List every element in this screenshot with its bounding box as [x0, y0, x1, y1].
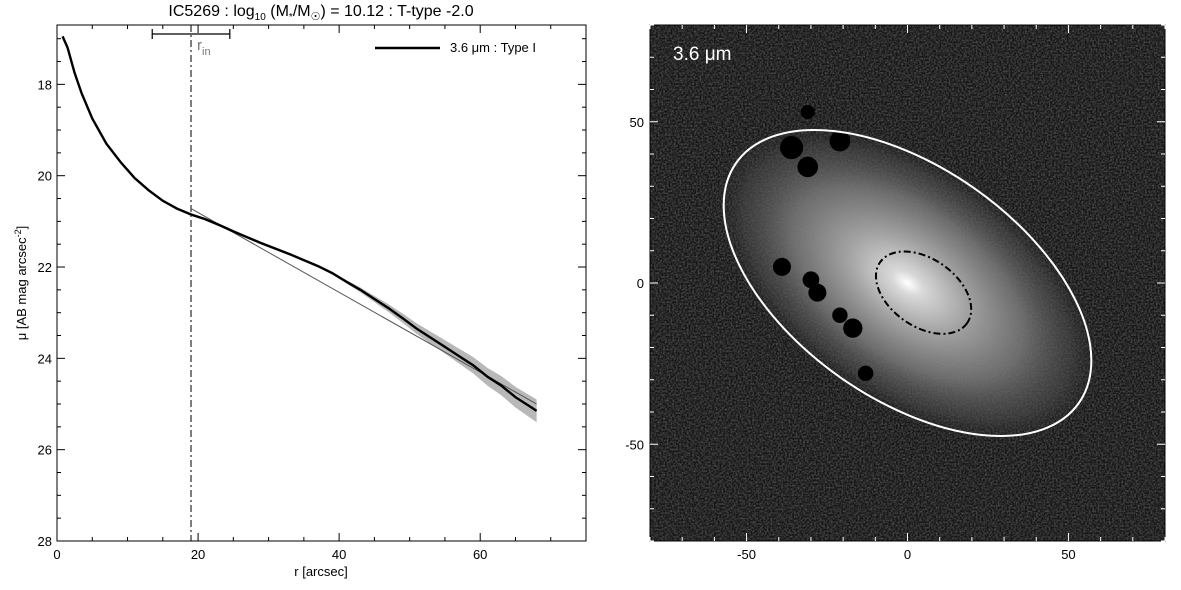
image-tick-marks [649, 24, 1166, 542]
galaxy-glow [714, 122, 1101, 444]
r-in-range-marker [151, 29, 231, 39]
x-tick-label: 40 [332, 547, 346, 562]
inner-ellipse [874, 250, 973, 335]
masked-source [780, 135, 804, 160]
plot-frame [56, 24, 587, 542]
y-tick-label: 18 [38, 77, 52, 92]
image-x-tick-labels: -50 0 50 [737, 547, 1076, 562]
uncertainty-band [62, 35, 537, 423]
x-tick-labels: 0 20 40 60 [53, 547, 487, 562]
profile-line [61, 35, 538, 412]
masked-sources [772, 104, 874, 382]
image-x-tick-label: 0 [904, 547, 911, 562]
image-y-tick-labels: 50 0 -50 [625, 115, 644, 453]
image-x-tick-label: 50 [1061, 547, 1075, 562]
image-y-tick-label: 50 [630, 115, 644, 130]
masked-source [797, 156, 819, 178]
y-tick-label: 28 [38, 534, 52, 549]
y-tick-label: 26 [38, 443, 52, 458]
masked-source [832, 307, 848, 323]
profile-chart: IC5269 : log10 (M*/M☉) = 10.12 : T-type … [13, 3, 587, 579]
masked-source [772, 257, 791, 276]
x-axis-label: r [arcsec] [294, 564, 347, 579]
tick-marks [56, 25, 587, 542]
masked-source [829, 130, 851, 152]
y-tick-labels: 18 20 22 24 26 28 [38, 77, 52, 549]
legend: 3.6 μm : Type I [375, 40, 536, 55]
x-tick-label: 20 [191, 547, 205, 562]
r-in-label: rin [197, 37, 211, 58]
legend-label: 3.6 μm : Type I [450, 40, 536, 55]
image-panel: -50 0 50 50 0 -50 3.6 μm [625, 24, 1166, 562]
band-label: 3.6 μm [673, 44, 731, 65]
image-x-tick-label: -50 [737, 547, 756, 562]
y-axis-label: μ [AB mag arcsec-2] [13, 226, 29, 341]
image-y-tick-label: 0 [637, 276, 644, 291]
masked-source [857, 365, 874, 382]
masked-source [800, 104, 815, 120]
image-y-tick-label: -50 [625, 437, 644, 452]
outer-ellipse [722, 128, 1093, 438]
x-tick-label: 0 [53, 547, 60, 562]
y-tick-label: 24 [38, 351, 52, 366]
masked-source [843, 318, 863, 338]
masked-source [808, 283, 827, 302]
x-tick-label: 60 [473, 547, 487, 562]
chart-title: IC5269 : log10 (M*/M☉) = 10.12 : T-type … [168, 3, 473, 23]
y-tick-label: 20 [38, 169, 52, 184]
y-tick-label: 22 [38, 260, 52, 275]
